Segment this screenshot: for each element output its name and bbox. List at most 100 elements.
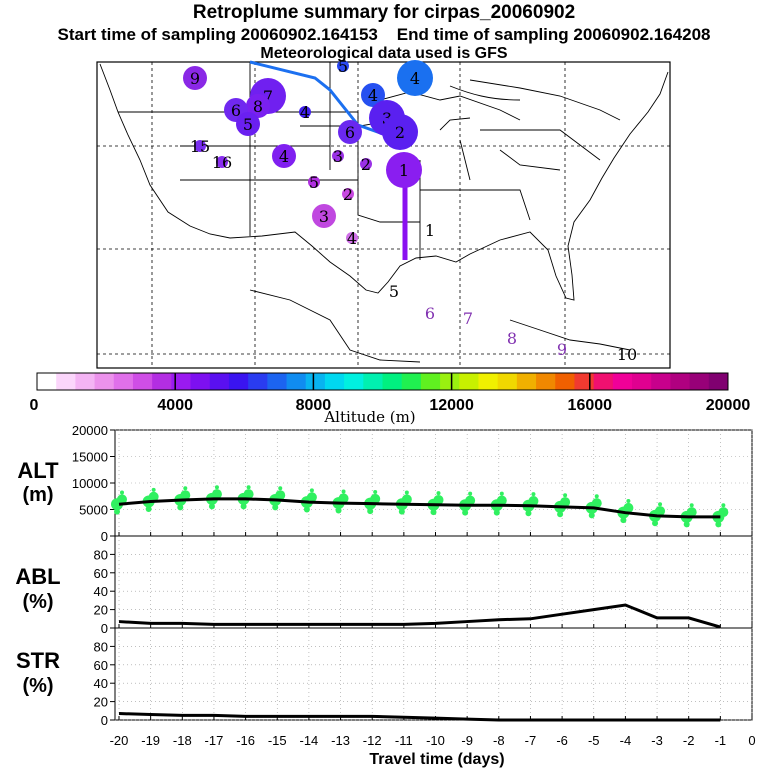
x-tick-label: -3 <box>651 733 663 748</box>
map-point: 2 <box>342 185 354 204</box>
colorbar-cell <box>708 373 729 390</box>
map-point-label: 15 <box>190 137 210 156</box>
x-tick-label: 0 <box>748 733 755 748</box>
map-point: 3 <box>332 147 344 166</box>
colorbar-tick-label: 20000 <box>706 397 751 414</box>
alt-scatter-point <box>114 508 120 515</box>
map-point-marker <box>382 114 418 150</box>
colorbar-cell <box>401 373 422 390</box>
map-point-label: 4 <box>347 229 357 248</box>
map-point-label: 5 <box>243 115 253 134</box>
map-point: 4 <box>397 60 433 96</box>
alt-scatter-point <box>309 488 314 493</box>
str-yticks: 0 20 40 60 80 <box>94 639 752 728</box>
map-point-label: 16 <box>212 153 232 172</box>
abl-ylabel: ABL <box>15 564 60 589</box>
alt-scatter-point <box>117 494 127 505</box>
x-tick-label: -14 <box>300 733 319 748</box>
y-tick-label: 40 <box>94 676 108 691</box>
map-point-marker <box>338 120 362 144</box>
trajectory-upper <box>249 60 401 142</box>
end-time-label: End time of sampling 20060902.164208 <box>396 25 711 44</box>
x-tick-label: -11 <box>395 733 413 748</box>
alt-scatter-point <box>180 490 191 501</box>
colorbar-cell <box>459 373 479 390</box>
str-line <box>118 712 721 722</box>
map-point: 1 <box>386 152 422 188</box>
map-point-marker <box>236 112 260 136</box>
map-point: 3 <box>312 204 336 228</box>
colorbar-cell <box>190 373 211 390</box>
alt-scatter-point <box>120 490 124 495</box>
map-point: 5 <box>308 173 320 192</box>
x-tick-label: -8 <box>493 733 505 748</box>
x-tick-label: -4 <box>620 733 632 748</box>
x-axis-label: Travel time (days) <box>369 751 504 768</box>
map-point-marker <box>308 176 320 188</box>
map-point-label: 4 <box>410 69 420 88</box>
map-point: 16 <box>212 153 232 172</box>
abl-panel: ABL (%) 0 20 40 60 80 <box>15 535 753 636</box>
alt-scatter-point <box>401 494 412 505</box>
alt-scatter-point <box>658 502 663 507</box>
str-ylabel: STR <box>16 648 60 673</box>
alt-scatter-point <box>145 505 152 512</box>
map-point-label: 2 <box>343 185 353 204</box>
colorbar-cell <box>37 373 57 390</box>
alt-scatter-point <box>594 494 599 499</box>
alt-scatter-point <box>208 503 215 510</box>
alt-scatter-point <box>177 504 184 511</box>
colorbar-cell <box>689 373 710 390</box>
colorbar-tick-label: 12000 <box>429 397 474 414</box>
y-tick-label: 60 <box>94 658 108 673</box>
chart-title: Retroplume summary for cirpas_20060902 <box>192 2 576 23</box>
colorbar-cell <box>132 373 153 390</box>
colorbar-cell <box>516 373 537 390</box>
colorbar-frame <box>36 372 729 391</box>
alt-scatter-point <box>652 520 659 527</box>
abl-yticks: 0 20 40 60 80 <box>94 547 752 636</box>
alt-scatter-point <box>430 509 437 516</box>
alt-scatter-point <box>560 497 571 508</box>
colorbar-cell <box>228 373 249 390</box>
x-tick-label: -15 <box>268 733 287 748</box>
colorbar-cell <box>440 373 460 390</box>
alt-scatter-point <box>306 492 317 503</box>
map-point: 6 <box>425 304 435 323</box>
x-tick-label: -6 <box>556 733 568 748</box>
y-tick-label: 0 <box>101 713 108 728</box>
x-axis-ticks: -20 -19 -18 -17 -16 -15 -14 -13 -12 -11 -10 -9 -8 -7-… <box>110 733 756 748</box>
y-tick-label: 20 <box>94 695 108 710</box>
map-point-label: 3 <box>333 147 343 166</box>
alt-yticks: 0 5000 10000 15000 20000 <box>72 423 752 544</box>
colorbar-cell <box>382 373 403 390</box>
map-point-label: 6 <box>345 123 355 142</box>
map-outlines <box>99 62 669 363</box>
alt-scatter-point <box>620 517 627 524</box>
map-point-label: 1 <box>399 161 409 180</box>
colorbar-cell <box>555 373 575 390</box>
y-tick-label: 80 <box>94 639 108 654</box>
colorbar-cell <box>324 373 345 390</box>
alt-scatter-point <box>468 491 473 496</box>
y-tick-label: 80 <box>94 547 108 562</box>
alt-scatter-point <box>151 487 156 492</box>
y-tick-label: 10000 <box>72 476 108 491</box>
str-yunit: (%) <box>22 675 53 697</box>
colorbar-cell <box>344 373 364 390</box>
map-point: 4 <box>272 144 296 168</box>
alt-scatter-point <box>148 491 159 502</box>
colorbar-cell <box>363 373 383 390</box>
alt-scatter-point <box>275 490 286 501</box>
x-tick-label: -16 <box>236 733 255 748</box>
map-point-marker <box>312 204 336 228</box>
map-point-label: 5 <box>389 282 399 301</box>
map-point-label: 3 <box>319 207 329 226</box>
y-tick-label: 20 <box>94 603 108 618</box>
alt-scatter-point <box>278 486 283 491</box>
map-point: 5 <box>337 57 349 76</box>
x-tick-label: -13 <box>331 733 350 748</box>
alt-scatter-point <box>246 485 251 490</box>
colorbar-ticks: 0 4000 8000 12000 16000 20000 <box>30 373 751 414</box>
